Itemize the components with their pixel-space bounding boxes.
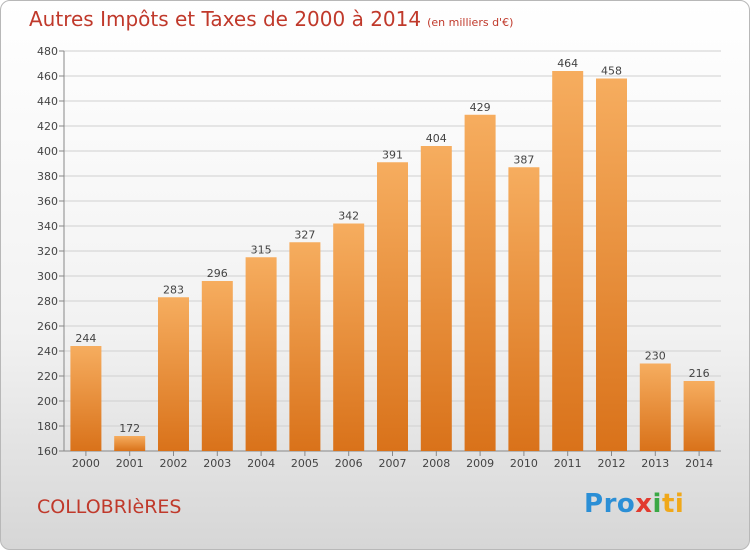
y-tick-label: 300 bbox=[37, 270, 58, 283]
bar bbox=[289, 242, 321, 451]
x-tick-label: 2010 bbox=[510, 457, 538, 470]
bar-value-label: 216 bbox=[689, 367, 710, 380]
bar-value-label: 244 bbox=[75, 332, 96, 345]
bar-value-label: 387 bbox=[513, 153, 534, 166]
x-tick-label: 2005 bbox=[291, 457, 319, 470]
bar bbox=[114, 436, 146, 451]
bar bbox=[201, 281, 233, 451]
x-tick-label: 2009 bbox=[466, 457, 494, 470]
logo-letter: t bbox=[661, 489, 675, 519]
y-tick-label: 460 bbox=[37, 70, 58, 83]
bar-value-label: 342 bbox=[338, 210, 359, 223]
x-tick-label: 2006 bbox=[335, 457, 363, 470]
bar-value-label: 458 bbox=[601, 65, 622, 78]
x-tick-label: 2014 bbox=[685, 457, 713, 470]
bar bbox=[377, 162, 408, 451]
bar-value-label: 315 bbox=[251, 243, 272, 256]
y-tick-label: 240 bbox=[37, 345, 58, 358]
y-tick-label: 260 bbox=[37, 320, 58, 333]
y-tick-label: 160 bbox=[37, 445, 58, 458]
chart-title-text: Autres Impôts et Taxes de 2000 à 2014 bbox=[29, 7, 422, 31]
y-tick-label: 320 bbox=[37, 245, 58, 258]
bar bbox=[158, 297, 189, 451]
logo-letter: P bbox=[584, 489, 604, 519]
y-tick-label: 380 bbox=[37, 170, 58, 183]
logo-letter: o bbox=[616, 489, 636, 519]
x-tick-label: 2007 bbox=[379, 457, 407, 470]
x-tick-label: 2000 bbox=[72, 457, 100, 470]
bar-value-label: 283 bbox=[163, 283, 184, 296]
y-tick-label: 200 bbox=[37, 395, 58, 408]
x-tick-label: 2001 bbox=[116, 457, 144, 470]
x-tick-label: 2012 bbox=[598, 457, 626, 470]
logo-letter: i bbox=[674, 489, 685, 519]
chart-unit: (en milliers d'€) bbox=[427, 16, 514, 29]
chart-title: Autres Impôts et Taxes de 2000 à 2014 (en… bbox=[29, 7, 513, 31]
bar-value-label: 429 bbox=[470, 101, 491, 114]
bar bbox=[552, 71, 584, 451]
x-tick-label: 2008 bbox=[422, 457, 450, 470]
y-tick-label: 280 bbox=[37, 295, 58, 308]
bar bbox=[420, 146, 452, 451]
bar-value-label: 172 bbox=[119, 422, 140, 435]
y-tick-label: 420 bbox=[37, 120, 58, 133]
bar-value-label: 296 bbox=[207, 267, 228, 280]
y-tick-label: 440 bbox=[37, 95, 58, 108]
x-tick-label: 2003 bbox=[203, 457, 231, 470]
x-tick-label: 2011 bbox=[554, 457, 582, 470]
bar bbox=[245, 257, 277, 451]
bar bbox=[508, 167, 540, 451]
bar-value-label: 391 bbox=[382, 148, 403, 161]
bar bbox=[596, 78, 627, 451]
bar-value-label: 404 bbox=[426, 132, 447, 145]
x-tick-label: 2004 bbox=[247, 457, 275, 470]
x-tick-label: 2002 bbox=[160, 457, 188, 470]
logo-letter: r bbox=[603, 489, 617, 519]
bar bbox=[70, 346, 102, 451]
x-tick-label: 2013 bbox=[641, 457, 669, 470]
bar-value-label: 464 bbox=[557, 57, 578, 70]
commune-name: COLLOBRIèRES bbox=[37, 496, 182, 518]
logo-letter: x bbox=[635, 489, 653, 519]
y-tick-label: 180 bbox=[37, 420, 58, 433]
logo-letter: i bbox=[652, 489, 662, 519]
bar bbox=[683, 381, 715, 451]
bar-value-label: 230 bbox=[645, 350, 666, 363]
y-tick-label: 480 bbox=[37, 45, 58, 58]
proxiti-logo: Proxiti bbox=[584, 489, 684, 519]
bar bbox=[464, 114, 496, 451]
y-tick-label: 340 bbox=[37, 220, 58, 233]
bar-value-label: 327 bbox=[294, 228, 315, 241]
y-tick-label: 400 bbox=[37, 145, 58, 158]
y-tick-label: 360 bbox=[37, 195, 58, 208]
y-tick-label: 220 bbox=[37, 370, 58, 383]
bar bbox=[639, 363, 671, 451]
bar bbox=[333, 223, 365, 451]
